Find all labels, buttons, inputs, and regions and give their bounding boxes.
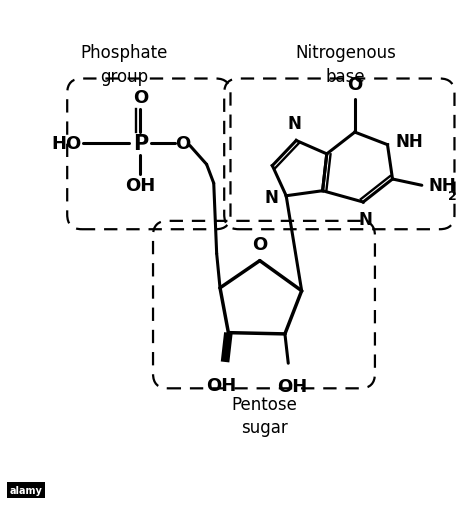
Text: HO: HO [52, 135, 82, 153]
Text: OH: OH [206, 376, 236, 394]
Text: O: O [347, 76, 363, 94]
Text: 2: 2 [448, 190, 457, 203]
Text: alamy: alamy [9, 485, 42, 495]
Text: OH: OH [277, 377, 308, 395]
Text: N: N [358, 211, 372, 229]
Text: Phosphate
group: Phosphate group [80, 44, 167, 85]
Text: N: N [265, 188, 279, 206]
Text: P: P [133, 134, 148, 154]
Text: N: N [287, 115, 301, 133]
Text: Pentose
sugar: Pentose sugar [231, 395, 297, 436]
Text: O: O [175, 135, 190, 153]
Text: NH: NH [429, 177, 456, 195]
Text: NH: NH [395, 133, 423, 151]
Text: O: O [133, 89, 148, 107]
Text: Nitrogenous
base: Nitrogenous base [295, 44, 396, 85]
Text: OH: OH [125, 177, 155, 195]
Text: O: O [252, 236, 267, 254]
